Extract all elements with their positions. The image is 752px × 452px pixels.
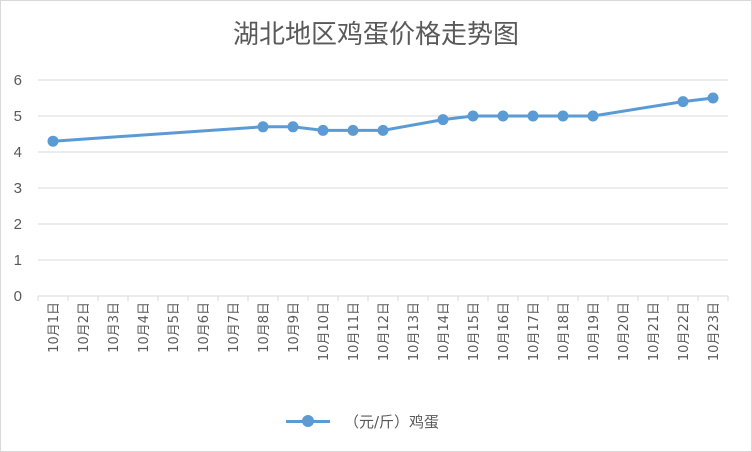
x-tick-label: 10月1日: [47, 302, 62, 353]
x-tick-label: 10月15日: [467, 302, 482, 361]
gridlines: [38, 79, 728, 261]
data-point: [677, 96, 689, 108]
x-tick-label: 10月17日: [527, 302, 542, 361]
x-tick-label: 10月22日: [677, 302, 692, 361]
x-tick-label: 10月2日: [77, 302, 92, 353]
x-tick-label: 10月4日: [137, 302, 152, 353]
x-tick-label: 10月21日: [647, 302, 662, 361]
data-point: [527, 110, 539, 122]
x-tick-label: 10月8日: [257, 302, 272, 353]
data-point: [467, 110, 479, 122]
x-tick-label: 10月11日: [347, 302, 362, 361]
y-tick-label: 2: [14, 216, 22, 233]
x-tick-labels: 10月1日 10月2日 10月3日 10月4日 10月5日 10月6日 10月7日 10月8日…: [47, 302, 722, 361]
data-point: [437, 114, 449, 126]
data-point: [587, 110, 599, 122]
data-point: [317, 124, 329, 136]
data-point: [257, 121, 269, 133]
legend-marker-icon: [286, 414, 330, 428]
y-tick-label: 4: [14, 144, 22, 161]
y-axis: 0 1 2 3 4 5 6: [14, 72, 22, 305]
chart-title: 湖北地区鸡蛋价格走势图: [232, 20, 519, 50]
data-point: [347, 124, 359, 136]
data-point: [377, 124, 389, 136]
x-tick-label: 10月13日: [407, 302, 422, 361]
x-axis: [37, 295, 729, 301]
data-series: [47, 92, 719, 147]
y-tick-label: 5: [14, 108, 22, 125]
x-tick-label: 10月12日: [377, 302, 392, 361]
legend-label: （元/斤）鸡蛋: [344, 412, 440, 431]
x-tick-label: 10月16日: [497, 302, 512, 361]
x-tick-label: 10月20日: [617, 302, 632, 361]
x-tick-label: 10月5日: [167, 302, 182, 353]
x-tick-label: 10月14日: [437, 302, 452, 361]
data-point: [47, 135, 59, 147]
data-point: [497, 110, 509, 122]
x-tick-label: 10月19日: [587, 302, 602, 361]
legend: （元/斤）鸡蛋: [286, 409, 439, 433]
x-tick-label: 10月3日: [107, 302, 122, 353]
y-tick-label: 1: [14, 252, 22, 269]
data-point: [287, 121, 299, 133]
x-tick-label: 10月6日: [197, 302, 212, 353]
x-tick-label: 10月23日: [707, 302, 722, 361]
x-tick-label: 10月10日: [317, 302, 332, 361]
data-point: [557, 110, 569, 122]
y-tick-label: 6: [14, 72, 22, 89]
x-tick-label: 10月18日: [557, 302, 572, 361]
x-tick-label: 10月9日: [287, 302, 302, 353]
data-point: [707, 92, 719, 104]
y-tick-label: 3: [14, 180, 22, 197]
y-tick-label: 0: [14, 288, 22, 305]
x-tick-label: 10月7日: [227, 302, 242, 353]
